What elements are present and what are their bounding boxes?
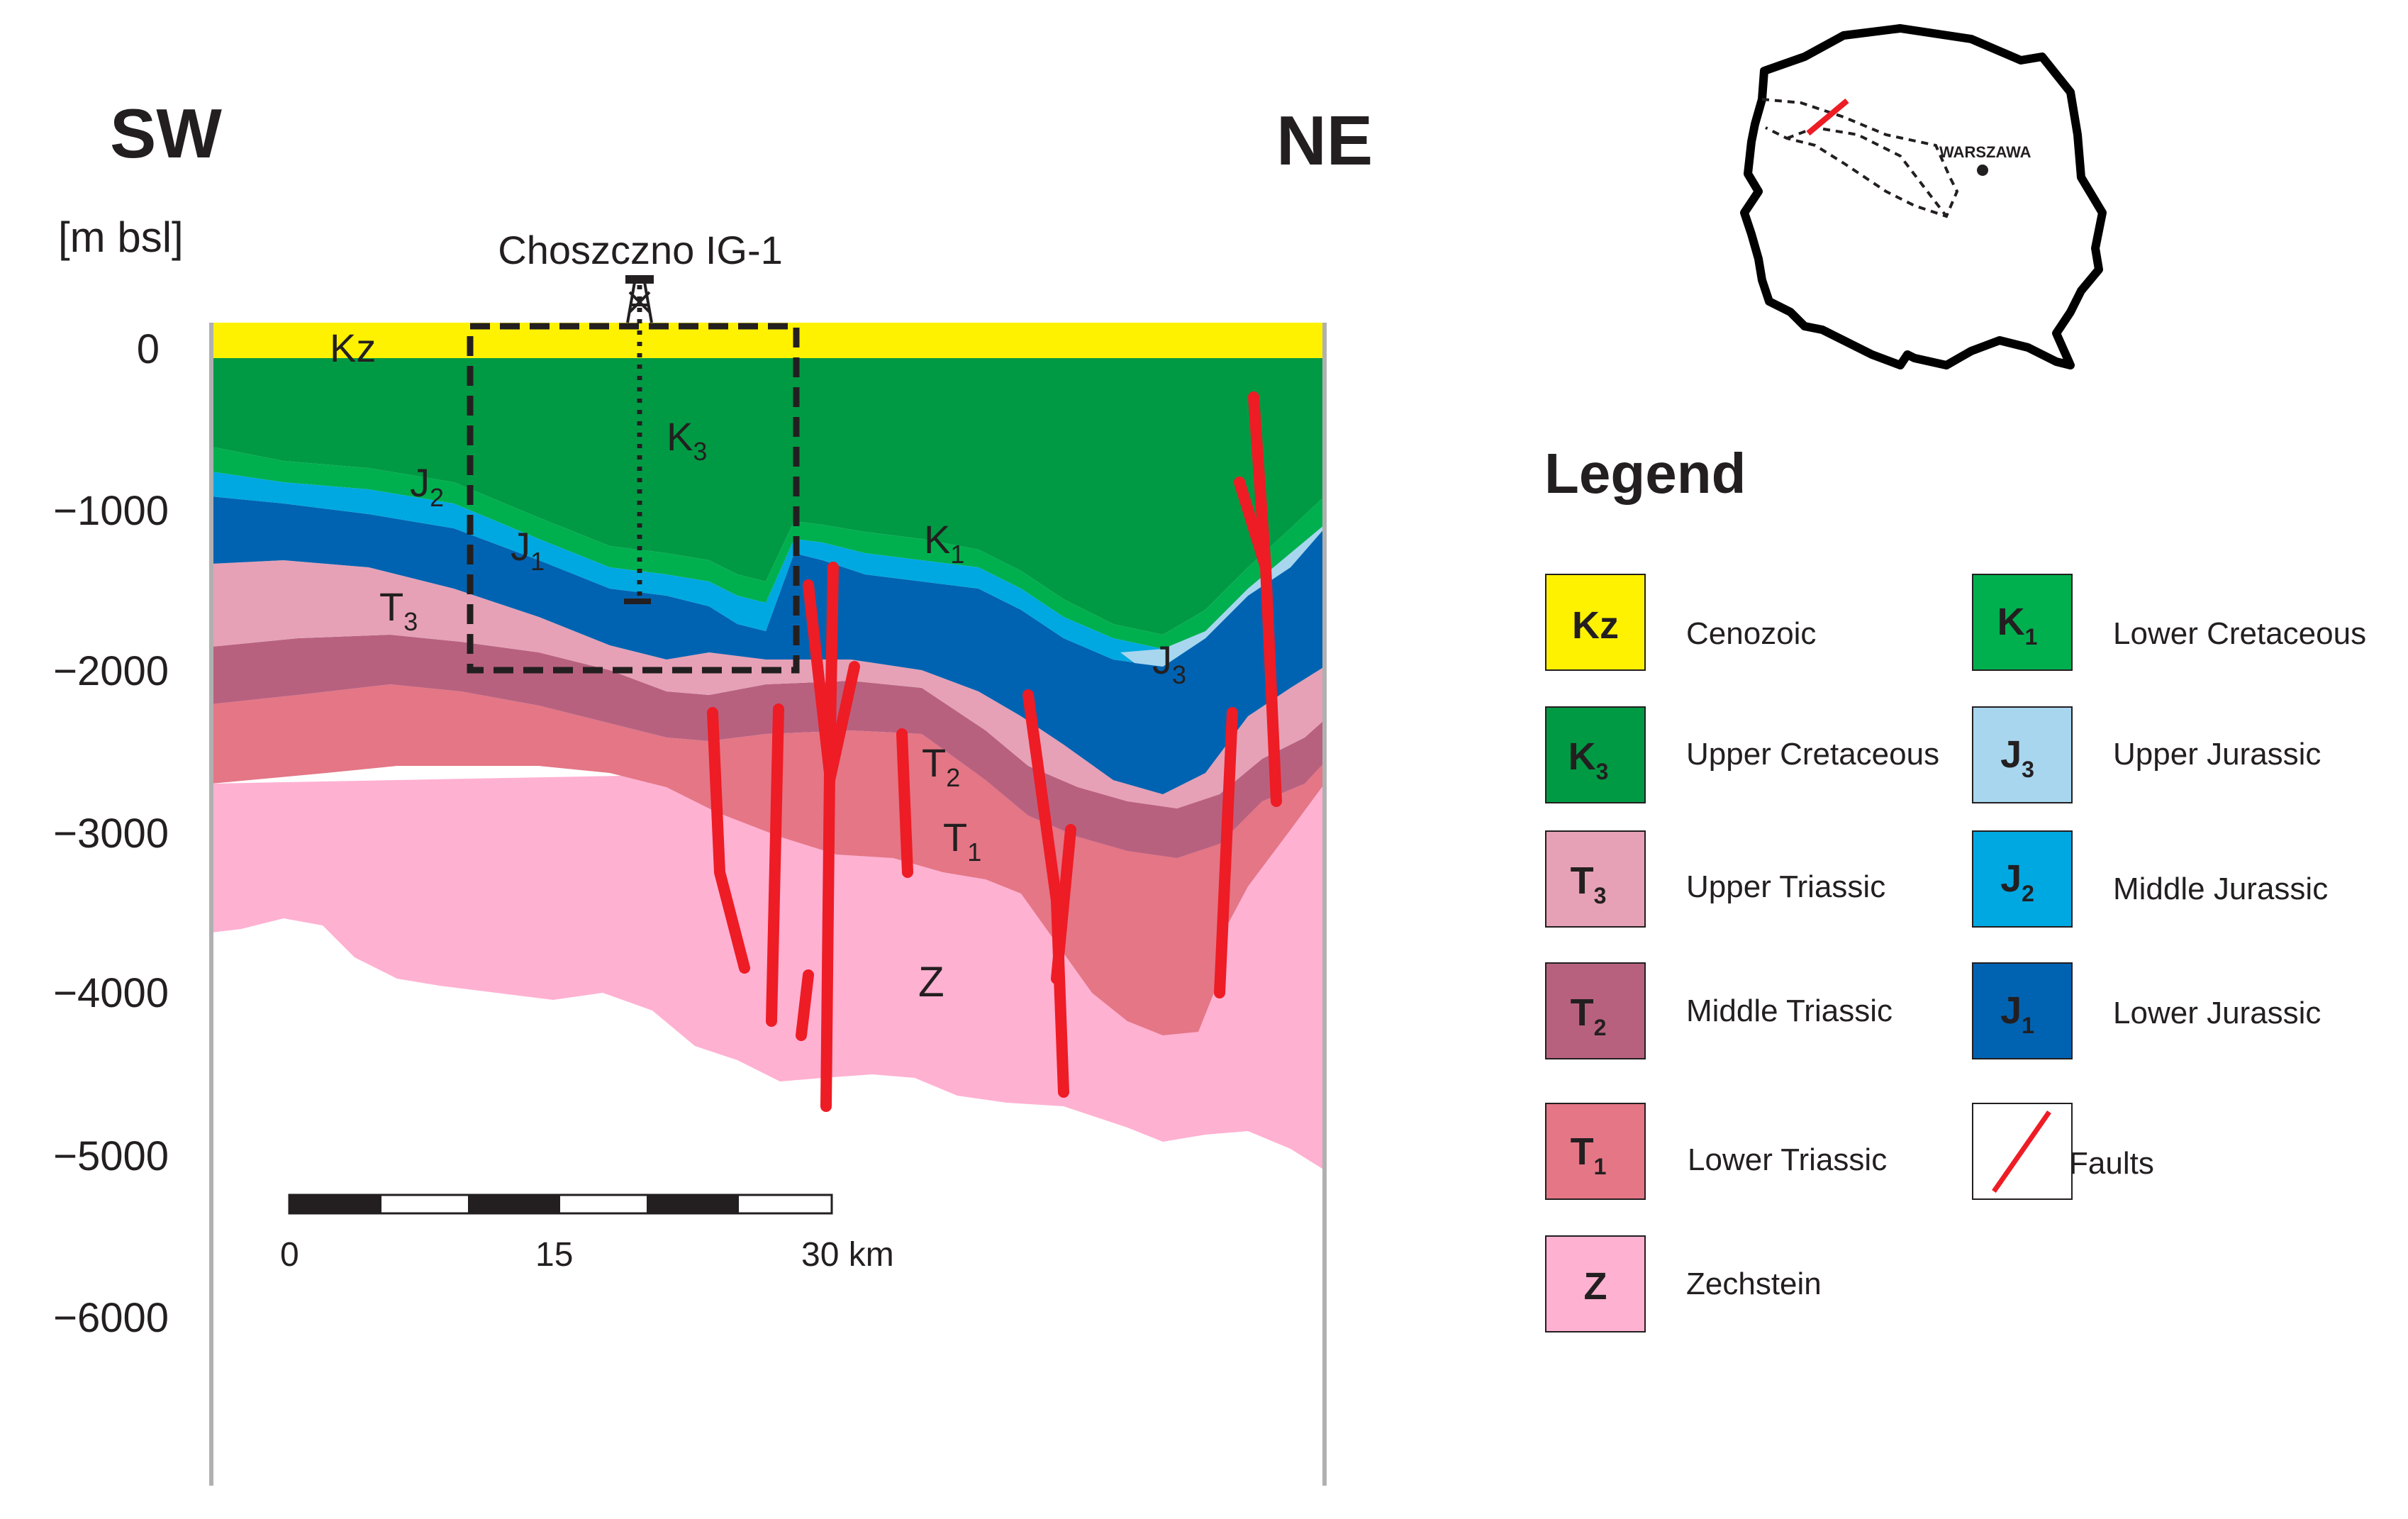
layer-middle-jurassic <box>211 472 1325 667</box>
scale-label-30km: 30 km <box>801 1236 894 1274</box>
fault-line <box>707 707 750 974</box>
section-label-j1: J1 <box>511 524 545 576</box>
depth-tick-label: −4000 <box>53 970 169 1016</box>
legend-item-lower-cretaceous: K1 Lower Cretaceous <box>1972 574 2366 671</box>
legend-swatch <box>1972 830 2073 928</box>
depth-tick-label: −2000 <box>53 648 169 694</box>
legend-symbol: J3 <box>2000 733 2034 782</box>
legend-swatch <box>1545 1235 1646 1332</box>
layer-upper-jurassic <box>1120 518 1325 667</box>
fault-line <box>824 661 860 786</box>
fault-line <box>1051 824 1076 984</box>
study-area-box <box>467 323 800 674</box>
legend-item-middle-triassic: T2 Middle Triassic <box>1545 962 1893 1059</box>
layer-upper-cretaceous <box>211 358 1325 635</box>
depth-tick-label: −6000 <box>53 1295 169 1341</box>
legend-name: Faults <box>2069 1146 2154 1181</box>
fault-line <box>1022 689 1069 1098</box>
legend-name: Middle Jurassic <box>2113 872 2328 906</box>
legend-swatch <box>1545 830 1646 928</box>
section-label-kz: Kz <box>330 326 376 370</box>
fault-line <box>1214 707 1238 998</box>
section-label-k1: K1 <box>924 517 964 569</box>
warszawa-label: WARSZAWA <box>1939 143 2031 161</box>
legend-symbol: T2 <box>1571 991 1607 1040</box>
section-label-k3: K3 <box>667 414 707 466</box>
fault-line <box>824 562 839 779</box>
legend-name: Zechstein <box>1686 1267 1822 1301</box>
cross-section-layers <box>211 323 1325 1170</box>
legend-name: Middle Triassic <box>1686 994 1893 1028</box>
legend-name: Upper Cretaceous <box>1686 737 1939 772</box>
direction-sw-label: SW <box>110 94 222 172</box>
well-choszczno <box>624 275 654 604</box>
legend-symbol: Kz <box>1572 604 1619 647</box>
scale-bar <box>288 1194 833 1215</box>
depth-tick-label: −1000 <box>53 488 169 534</box>
legend-swatch <box>1545 962 1646 1059</box>
locator-map: WARSZAWA <box>1740 24 2107 369</box>
fault-line <box>1234 477 1271 573</box>
poland-outline <box>1740 24 2107 369</box>
legend-name: Lower Triassic <box>1688 1142 1887 1177</box>
fault-line <box>766 703 784 1027</box>
legend-title: Legend <box>1544 442 1746 505</box>
legend-swatch <box>1972 706 2073 803</box>
legend-item-middle-jurassic: J2 Middle Jurassic <box>1972 830 2328 928</box>
legend-symbol: J1 <box>2000 989 2034 1038</box>
depth-unit-label: [m bsl] <box>58 213 184 261</box>
layer-cenozoic <box>211 323 1325 358</box>
fault-line <box>796 969 814 1041</box>
legend-item-faults: Faults <box>1972 1103 2154 1200</box>
legend-item-zechstein: Z Zechstein <box>1545 1235 1822 1332</box>
scale-label-15: 15 <box>535 1236 573 1274</box>
legend-name: Cenozoic <box>1686 616 1816 651</box>
legend-item-lower-jurassic: J1 Lower Jurassic <box>1972 962 2321 1059</box>
depth-tick-label: −5000 <box>53 1133 169 1179</box>
section-label-j2: J2 <box>410 460 444 512</box>
legend-name: Lower Jurassic <box>2113 996 2321 1030</box>
section-label-t3: T3 <box>379 584 418 636</box>
legend-swatch <box>1972 574 2073 671</box>
fault-line <box>896 728 913 878</box>
faults <box>707 391 1282 1112</box>
legend-symbol: T3 <box>1571 859 1607 908</box>
legend-item-upper-triassic: T3 Upper Triassic <box>1545 830 1885 928</box>
layer-lower-cretaceous <box>211 447 1325 649</box>
legend-swatch <box>1545 574 1646 671</box>
legend-name: Upper Jurassic <box>2113 737 2321 772</box>
warszawa-dot <box>1977 165 1988 176</box>
legend-name: Lower Cretaceous <box>2113 616 2366 651</box>
legend-symbol: K3 <box>1568 735 1609 784</box>
section-label-t2: T2 <box>922 740 960 792</box>
legend-item-upper-cretaceous: K3 Upper Cretaceous <box>1545 706 1939 803</box>
direction-ne-label: NE <box>1276 101 1373 179</box>
depth-axis: 0 −1000 −2000 −3000 −4000 −5000 −6000 <box>53 326 169 1341</box>
legend-item-cenozoic: Kz Cenozoic <box>1545 574 1816 671</box>
scale-label-0: 0 <box>280 1236 299 1274</box>
legend-swatch <box>1972 962 2073 1059</box>
legend-swatch <box>1545 1103 1646 1200</box>
layer-lower-jurassic <box>211 496 1325 794</box>
depth-tick-label: 0 <box>137 326 160 372</box>
basin-outline <box>1761 98 1959 218</box>
legend-symbol: J2 <box>2000 857 2034 906</box>
section-trace-line <box>1806 98 1849 136</box>
depth-tick-label: −3000 <box>53 811 169 857</box>
section-label-t1: T1 <box>943 815 981 867</box>
legend-item-lower-triassic: T1 Lower Triassic <box>1545 1103 1887 1200</box>
layer-lower-triassic <box>211 684 1325 1035</box>
section-label-j3: J3 <box>1152 638 1186 689</box>
well-name-label: Choszczno IG-1 <box>498 228 783 272</box>
legend-item-upper-jurassic: J3 Upper Jurassic <box>1972 706 2321 803</box>
legend-symbol: T1 <box>1571 1130 1607 1179</box>
section-label-z: Z <box>918 958 944 1006</box>
legend-symbol: Z <box>1584 1265 1607 1308</box>
legend-swatch <box>1545 706 1646 803</box>
fault-legend-icon <box>1992 1110 2051 1194</box>
layer-upper-triassic <box>211 560 1325 808</box>
legend-symbol: K1 <box>1997 601 2038 650</box>
legend-name: Upper Triassic <box>1686 869 1885 904</box>
